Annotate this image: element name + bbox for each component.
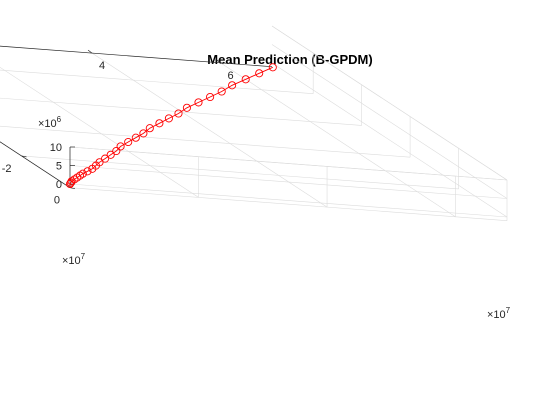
x-axis-line: [0, 45, 273, 68]
grid-line: [0, 66, 199, 198]
axis-lines: [0, 45, 273, 190]
y-tick-label: 0: [54, 195, 60, 207]
y-axis-line: [0, 141, 71, 188]
x-axis-exponent: ×107: [487, 306, 511, 321]
chart-title: Mean Prediction (B-GPDM): [207, 52, 372, 67]
z-axis-exponent: ×106: [38, 115, 62, 130]
data-point: [217, 87, 226, 96]
data-point: [106, 150, 115, 159]
grid-line: [0, 125, 411, 158]
data-point: [95, 158, 104, 167]
grid-line: [69, 187, 508, 221]
data-point: [124, 137, 133, 147]
data-point: [139, 129, 148, 138]
data-point: [174, 109, 183, 118]
series-line: [69, 66, 273, 185]
grid-line: [271, 62, 508, 218]
data-point: [131, 133, 140, 142]
data-point: [164, 114, 173, 123]
data-point: [268, 63, 277, 72]
data-point: [206, 92, 215, 102]
grid-line: [0, 69, 314, 94]
data-point: [182, 103, 191, 112]
grid-line: [271, 25, 508, 181]
data-point: [101, 154, 110, 163]
x-tick-label: 6: [228, 70, 234, 82]
grid-line: [271, 44, 508, 199]
data-point: [155, 119, 164, 128]
x-tick-label: 4: [99, 60, 105, 72]
series-markers: [65, 63, 277, 189]
data-point: [70, 175, 79, 184]
y-tick-label: -2: [2, 163, 12, 175]
z-tick-label: 10: [50, 142, 62, 154]
data-point: [112, 146, 121, 156]
data-point: [241, 75, 250, 84]
z-tick-label: 5: [56, 161, 62, 173]
data-point: [83, 167, 92, 176]
grid-line: [69, 146, 508, 181]
data-point: [73, 173, 82, 182]
x-tick-mark: [87, 49, 93, 54]
data-point: [194, 98, 203, 107]
data-point: [255, 69, 264, 78]
grid-line: [220, 62, 456, 218]
grid-line: [21, 155, 459, 190]
data-point: [78, 169, 87, 178]
data-point: [228, 81, 237, 90]
grid-lines: [0, 25, 508, 221]
grid-line: [0, 97, 362, 126]
grid-line: [69, 183, 508, 218]
y-axis-exponent: ×107: [62, 252, 86, 267]
data-point: [75, 171, 85, 180]
grid-line: [91, 52, 328, 208]
z-tick-label: 0: [56, 179, 62, 191]
data-point: [67, 177, 76, 186]
data-point: [116, 142, 125, 151]
series-polyline: [69, 66, 273, 185]
data-point: [145, 124, 154, 133]
y-tick-mark: [21, 155, 27, 158]
x-tick-mark: [216, 59, 221, 64]
